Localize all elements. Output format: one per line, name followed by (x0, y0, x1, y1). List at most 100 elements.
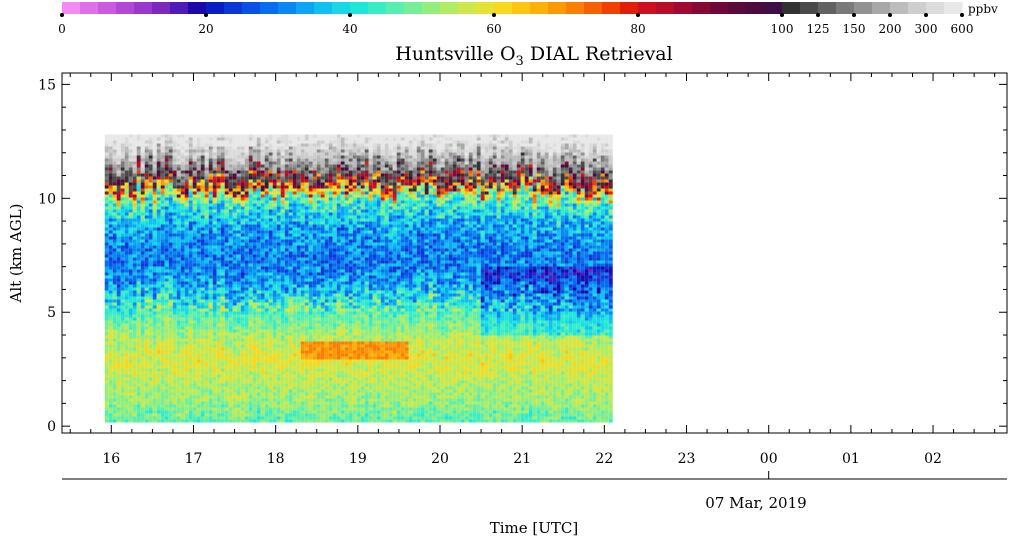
heatmap-cell (296, 290, 301, 294)
heatmap-cell (112, 371, 117, 375)
heatmap-cell (244, 260, 249, 264)
heatmap-cell (164, 359, 169, 363)
heatmap-cell (108, 317, 113, 321)
heatmap-cell (176, 416, 181, 420)
heatmap-cell (272, 158, 277, 162)
heatmap-cell (172, 269, 177, 273)
heatmap-cell (304, 254, 309, 258)
heatmap-cell (220, 395, 225, 399)
heatmap-cell (108, 416, 113, 420)
heatmap-cell (148, 326, 153, 330)
heatmap-cell (116, 161, 121, 165)
heatmap-cell (220, 146, 225, 150)
heatmap-cell (180, 413, 185, 417)
heatmap-cell (288, 305, 293, 309)
heatmap-cell (128, 158, 133, 162)
heatmap-cell (276, 269, 281, 273)
heatmap-cell (184, 281, 189, 285)
heatmap-cell (124, 416, 129, 420)
heatmap-cell (288, 140, 293, 144)
heatmap-cell (168, 338, 173, 342)
heatmap-cell (132, 278, 137, 282)
heatmap-cell (156, 404, 161, 408)
heatmap-cell (228, 287, 233, 291)
heatmap-cell (164, 332, 169, 336)
heatmap-cell (264, 194, 269, 198)
heatmap-cell (208, 338, 213, 342)
heatmap-cell (236, 269, 241, 273)
heatmap-cell (196, 173, 201, 177)
heatmap-cell (128, 212, 133, 216)
heatmap-cell (224, 158, 229, 162)
heatmap-cell (108, 365, 113, 369)
heatmap-cell (108, 419, 113, 423)
heatmap-cell (132, 248, 137, 252)
heatmap-cell (204, 137, 209, 141)
heatmap-cell (112, 314, 117, 318)
heatmap-cell (160, 224, 165, 228)
heatmap-cell (300, 254, 305, 258)
heatmap-cell (124, 218, 129, 222)
heatmap-cell (196, 356, 201, 360)
heatmap-cell (292, 290, 297, 294)
heatmap-cell (240, 251, 245, 255)
heatmap-cell (240, 158, 245, 162)
heatmap-cell (304, 287, 309, 291)
heatmap-cell (252, 341, 257, 345)
heatmap-cell (168, 218, 173, 222)
heatmap-cell (268, 383, 273, 387)
heatmap-cell (296, 269, 301, 273)
heatmap-cell (248, 389, 253, 393)
heatmap-cell (228, 326, 233, 330)
heatmap-cell (224, 194, 229, 198)
heatmap-cell (228, 353, 233, 357)
heatmap-cell (188, 326, 193, 330)
heatmap-cell (152, 359, 157, 363)
heatmap-cell (280, 275, 285, 279)
heatmap-cell (184, 152, 189, 156)
heatmap-cell (256, 260, 261, 264)
heatmap-cell (276, 356, 281, 360)
heatmap-cell (232, 194, 237, 198)
heatmap-cell (232, 206, 237, 210)
heatmap-cell (176, 302, 181, 306)
heatmap-cell (280, 416, 285, 420)
heatmap-cell (228, 371, 233, 375)
heatmap-cell (272, 206, 277, 210)
heatmap-cell (108, 299, 113, 303)
heatmap-cell (280, 413, 285, 417)
heatmap-cell (188, 155, 193, 159)
heatmap-cell (276, 260, 281, 264)
heatmap-cell (308, 170, 313, 174)
heatmap-cell (176, 203, 181, 207)
heatmap-cell (296, 170, 301, 174)
heatmap-cell (292, 137, 297, 141)
heatmap-cell (244, 233, 249, 237)
heatmap-cell (228, 254, 233, 258)
heatmap-cell (248, 395, 253, 399)
heatmap-cell (176, 353, 181, 357)
heatmap-cell (108, 224, 113, 228)
heatmap-cell (296, 362, 301, 366)
heatmap-cell (256, 257, 261, 261)
heatmap-cell (104, 392, 109, 396)
heatmap-cell (144, 197, 149, 201)
heatmap-cell (216, 359, 221, 363)
heatmap-cell (268, 416, 273, 420)
heatmap-cell (112, 344, 117, 348)
heatmap-cell (208, 335, 213, 339)
heatmap-cell (292, 338, 297, 342)
heatmap-cell (288, 134, 293, 138)
heatmap-cell (152, 191, 157, 195)
heatmap-cell (276, 281, 281, 285)
heatmap-cell (128, 203, 133, 207)
heatmap-cell (288, 173, 293, 177)
heatmap-cell (276, 413, 281, 417)
heatmap-cell (112, 227, 117, 231)
heatmap-cell (292, 332, 297, 336)
heatmap-cell (184, 326, 189, 330)
heatmap-cell (148, 146, 153, 150)
heatmap-cell (188, 248, 193, 252)
heatmap-cell (304, 284, 309, 288)
heatmap-cell (116, 266, 121, 270)
